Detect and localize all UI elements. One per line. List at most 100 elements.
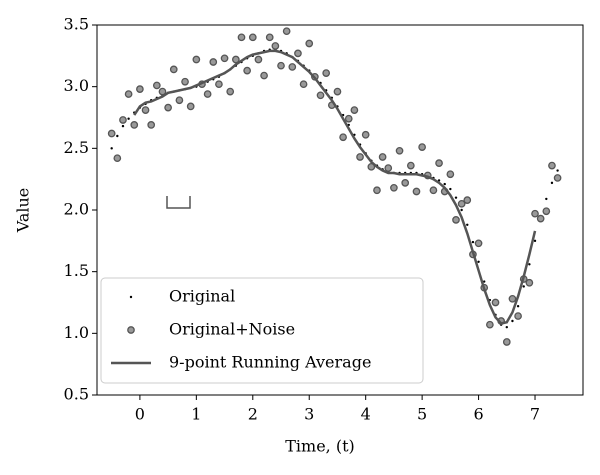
running-average-line <box>133 49 537 325</box>
x-tick-label: 0 <box>135 405 145 424</box>
noise-point <box>429 186 438 195</box>
noise-point <box>548 161 556 170</box>
noise-point <box>232 55 240 64</box>
noise-point <box>136 85 144 93</box>
noise-point <box>130 121 139 129</box>
y-tick-label: 2.0 <box>64 200 89 219</box>
noise-point <box>452 216 460 224</box>
original-point <box>483 280 486 283</box>
y-tick-label: 1.0 <box>64 323 89 342</box>
noise-point <box>367 162 376 171</box>
noise-point <box>265 33 274 42</box>
y-tick-label: 3.5 <box>64 15 89 34</box>
legend-box <box>100 277 424 384</box>
original-point <box>121 124 125 128</box>
noise-point <box>361 130 370 139</box>
noise-point <box>435 159 443 167</box>
noise-point <box>260 71 268 80</box>
x-tick-label: 2 <box>248 405 258 424</box>
noise-point <box>215 80 223 89</box>
noise-point <box>192 55 201 64</box>
noise-point <box>169 65 178 74</box>
y-tick-label: 1.5 <box>64 261 89 280</box>
noise-point <box>350 106 359 114</box>
original-point <box>466 223 469 226</box>
noise-point <box>457 199 466 208</box>
original-point <box>449 187 452 191</box>
y-tick-label: 0.5 <box>64 385 89 404</box>
noise-point <box>356 153 364 161</box>
noise-point <box>119 116 127 124</box>
y-tick-label: 2.5 <box>64 138 89 157</box>
noise-point <box>390 183 398 192</box>
noise-point <box>491 298 500 307</box>
noise-point <box>401 179 410 187</box>
noise-point <box>322 69 331 77</box>
noise-point <box>333 87 342 96</box>
x-axis-label: Time, (t) <box>285 437 355 456</box>
original-point <box>443 182 446 186</box>
original-point <box>127 117 130 120</box>
noise-point <box>147 121 156 129</box>
y-tick-label: 3.0 <box>64 76 89 95</box>
noise-point <box>282 27 291 36</box>
noise-point <box>288 63 297 71</box>
noise-point <box>418 143 426 151</box>
noise-point <box>299 80 308 89</box>
noise-point <box>181 77 189 86</box>
noise-point <box>158 87 167 96</box>
noise-point <box>525 278 534 287</box>
noise-point <box>463 196 472 204</box>
original-point <box>505 325 508 329</box>
noise-point <box>277 61 285 70</box>
noise-point <box>412 187 421 196</box>
original-point <box>110 147 113 150</box>
x-tick-label: 7 <box>530 405 540 424</box>
noise-point <box>141 106 150 114</box>
noise-point <box>243 66 251 75</box>
x-tick-label: 4 <box>361 405 371 424</box>
noise-point <box>248 33 257 42</box>
noise-point <box>384 164 393 172</box>
noise-point <box>294 49 302 58</box>
original-point <box>511 319 514 323</box>
legend-label: Original <box>169 287 235 306</box>
noise-point <box>305 39 314 48</box>
noise-point <box>124 90 133 98</box>
noise-point <box>531 209 539 218</box>
original-point <box>116 134 119 138</box>
noise-point <box>152 81 161 90</box>
noise-point <box>486 320 494 329</box>
noise-point <box>113 154 122 163</box>
original-point <box>556 169 559 172</box>
noise-point <box>107 129 116 138</box>
noise-point <box>209 58 218 66</box>
legend-label: Original+Noise <box>169 320 295 339</box>
noise-point <box>502 338 511 346</box>
original-point <box>454 196 458 199</box>
noise-point <box>339 133 347 142</box>
original-point <box>471 240 475 244</box>
x-tick-label: 5 <box>417 405 427 424</box>
noise-point <box>220 54 229 63</box>
noise-point <box>344 114 353 123</box>
noise-point <box>553 174 562 182</box>
noise-point <box>514 312 522 320</box>
noise-point <box>542 207 551 216</box>
noise-point <box>316 91 325 100</box>
original-point <box>522 285 525 288</box>
original-point <box>516 305 520 308</box>
x-tick-label: 3 <box>304 405 314 424</box>
x-tick-label: 6 <box>473 405 483 424</box>
original-point <box>477 260 480 263</box>
noise-point <box>237 33 246 42</box>
noise-point <box>406 161 415 170</box>
x-tick-label: 1 <box>191 405 201 424</box>
original-point <box>545 197 548 201</box>
noise-point <box>186 102 195 111</box>
noise-point <box>373 186 381 195</box>
noise-point <box>164 103 172 112</box>
noise-point <box>175 96 184 105</box>
legend-label: 9-point Running Average <box>169 353 371 372</box>
